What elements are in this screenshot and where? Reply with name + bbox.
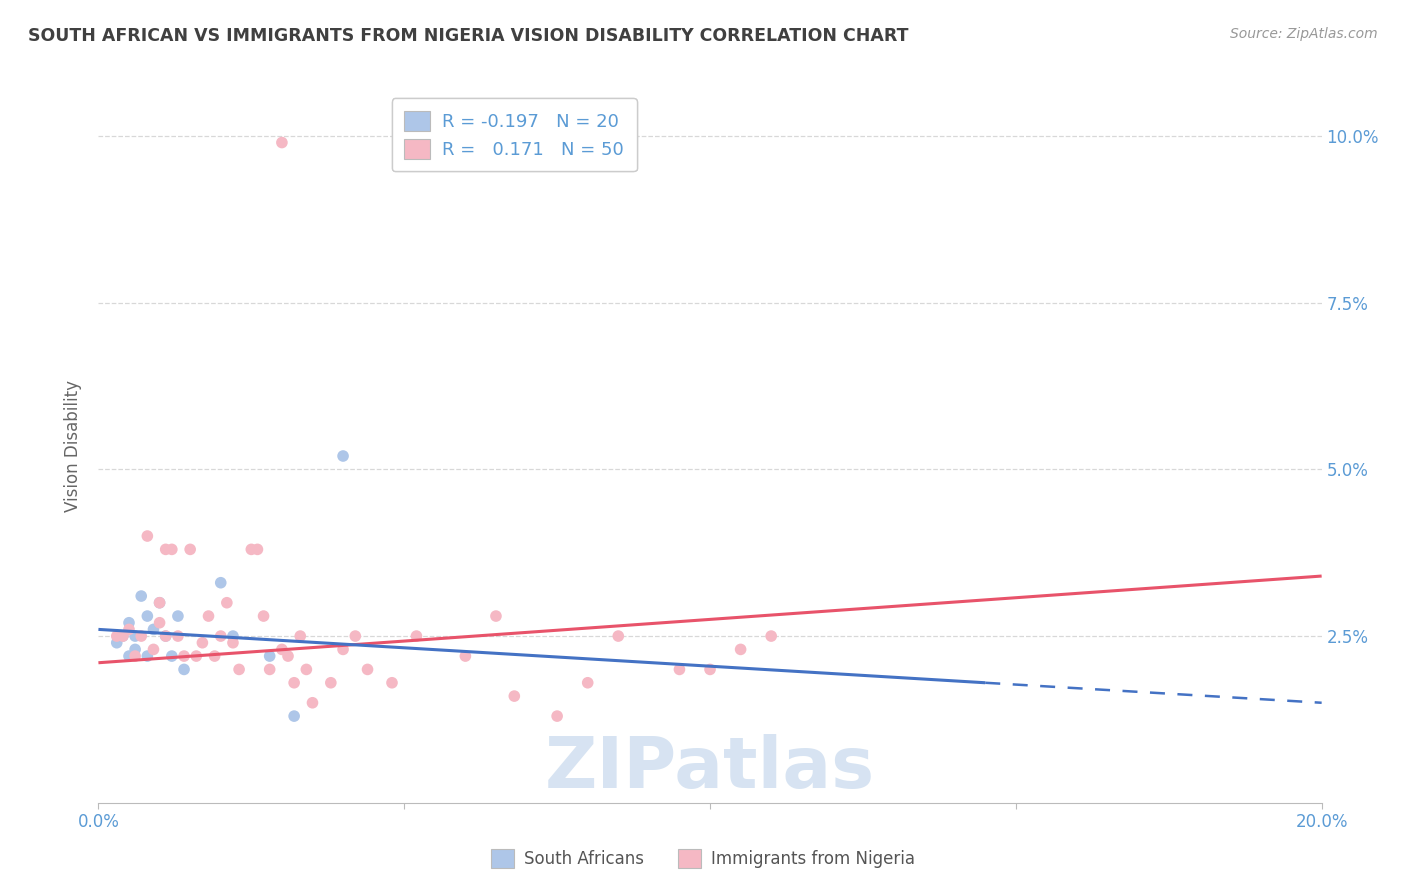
Point <box>283 675 305 690</box>
Point <box>290 629 312 643</box>
Point <box>405 629 427 643</box>
Point <box>186 649 208 664</box>
Point <box>246 542 269 557</box>
Point <box>111 629 134 643</box>
Point <box>149 596 172 610</box>
Point <box>381 675 404 690</box>
Point <box>179 542 201 557</box>
Point <box>295 662 318 676</box>
Point <box>142 642 165 657</box>
Point <box>576 675 599 690</box>
Point <box>319 675 342 690</box>
Point <box>222 629 245 643</box>
Point <box>607 629 630 643</box>
Point <box>301 696 323 710</box>
Point <box>167 629 190 643</box>
Point <box>283 709 305 723</box>
Point <box>136 529 159 543</box>
Point <box>270 136 292 150</box>
Y-axis label: Vision Disability: Vision Disability <box>65 380 83 512</box>
Point <box>344 629 367 643</box>
Point <box>118 623 141 637</box>
Point <box>129 589 152 603</box>
Point <box>155 629 177 643</box>
Point <box>129 629 152 643</box>
Point <box>252 609 274 624</box>
Point <box>759 629 782 643</box>
Point <box>173 649 195 664</box>
Point <box>204 649 226 664</box>
Point <box>105 636 128 650</box>
Point <box>124 649 146 664</box>
Point <box>155 542 177 557</box>
Point <box>699 662 721 676</box>
Point <box>149 596 172 610</box>
Point <box>270 642 292 657</box>
Point <box>668 662 690 676</box>
Point <box>160 649 183 664</box>
Point <box>124 642 146 657</box>
Point <box>149 615 172 630</box>
Point <box>454 649 477 664</box>
Point <box>503 689 526 703</box>
Point <box>197 609 219 624</box>
Legend: South Africans, Immigrants from Nigeria: South Africans, Immigrants from Nigeria <box>484 843 922 875</box>
Point <box>118 615 141 630</box>
Point <box>167 609 190 624</box>
Point <box>209 629 232 643</box>
Point <box>356 662 378 676</box>
Legend: R = -0.197   N = 20, R =   0.171   N = 50: R = -0.197 N = 20, R = 0.171 N = 50 <box>392 98 637 171</box>
Point <box>124 629 146 643</box>
Point <box>105 629 128 643</box>
Text: ZIPatlas: ZIPatlas <box>546 734 875 803</box>
Point <box>485 609 508 624</box>
Point <box>142 623 165 637</box>
Point <box>155 629 177 643</box>
Point <box>136 649 159 664</box>
Point <box>332 642 354 657</box>
Point <box>136 609 159 624</box>
Point <box>277 649 299 664</box>
Point <box>118 649 141 664</box>
Point <box>546 709 568 723</box>
Point <box>259 662 281 676</box>
Text: Source: ZipAtlas.com: Source: ZipAtlas.com <box>1230 27 1378 41</box>
Point <box>222 636 245 650</box>
Point <box>111 629 134 643</box>
Point <box>259 649 281 664</box>
Point <box>228 662 250 676</box>
Text: SOUTH AFRICAN VS IMMIGRANTS FROM NIGERIA VISION DISABILITY CORRELATION CHART: SOUTH AFRICAN VS IMMIGRANTS FROM NIGERIA… <box>28 27 908 45</box>
Point <box>173 662 195 676</box>
Point <box>209 575 232 590</box>
Point <box>240 542 263 557</box>
Point <box>215 596 238 610</box>
Point <box>191 636 214 650</box>
Point <box>160 542 183 557</box>
Point <box>730 642 752 657</box>
Point <box>332 449 354 463</box>
